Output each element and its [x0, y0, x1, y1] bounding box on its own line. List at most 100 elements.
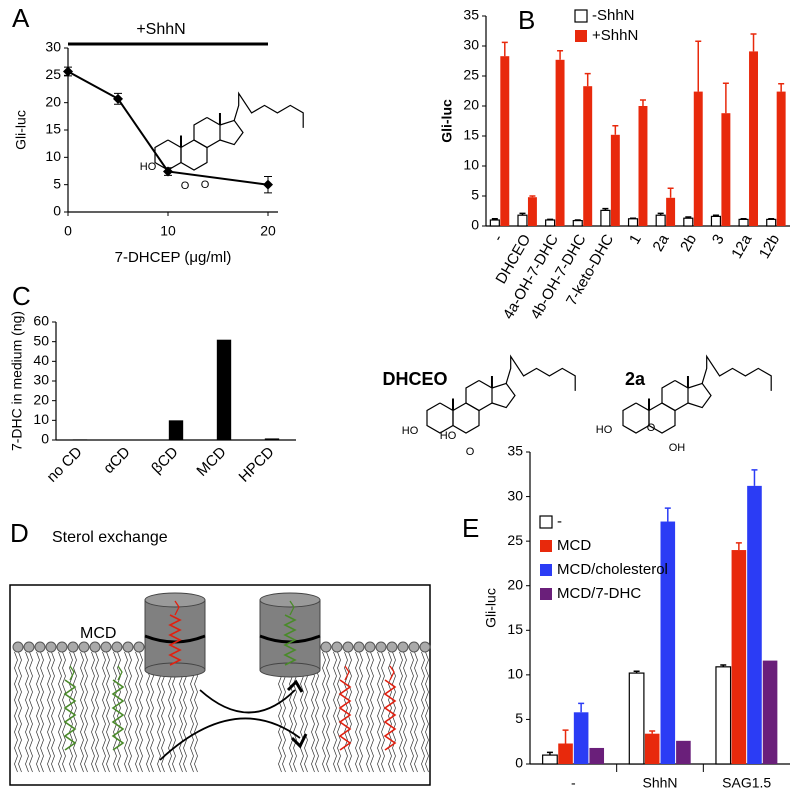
- lipid-head: [23, 641, 35, 653]
- chart: E 0 5 10 15 20 25 30 35 Gli-luc - ShhN SAG1.5 - MCD MCD…: [462, 443, 790, 791]
- y-axis-label: 7-DHC in medium (ng): [9, 311, 25, 451]
- legend-label: -ShhN: [592, 7, 635, 24]
- bar: [264, 438, 280, 440]
- lipid-head: [34, 641, 46, 653]
- lipid-tail: [359, 651, 363, 773]
- bar: [655, 214, 666, 227]
- legend-label: -: [557, 513, 562, 530]
- lipid-head: [133, 641, 145, 653]
- atom-label: OH: [669, 442, 686, 454]
- x-tick-label: αCD: [100, 444, 134, 478]
- bar: [527, 197, 537, 226]
- x-tick-label: 3: [709, 231, 728, 247]
- bar: [583, 86, 593, 226]
- y-tick-label: 0: [471, 217, 479, 233]
- lipid-head: [320, 641, 332, 653]
- bar: [666, 197, 676, 226]
- sterol: [168, 614, 182, 666]
- ring: [193, 116, 221, 149]
- x-tick-label: ShhN: [642, 775, 677, 791]
- lipid-head: [122, 641, 134, 653]
- cylinder-bottom: [259, 662, 321, 678]
- annotation: +ShhN: [136, 21, 185, 38]
- structure: HO O O: [140, 91, 304, 192]
- x-tick-label: 1: [626, 231, 645, 247]
- diagram: [12, 592, 431, 773]
- bar: [762, 660, 778, 764]
- error-bar: [664, 507, 671, 522]
- diagram-title: Sterol exchange: [52, 529, 168, 546]
- lipid-head: [408, 641, 420, 653]
- lipid-head: [89, 641, 101, 653]
- y-axis-label: Gli-luc: [13, 110, 29, 150]
- error-bar: [750, 33, 757, 52]
- chart: A 0 5 10 15 20 25 30 Gli-luc 0 10 20 7-DHCEP (μg/ml)…: [12, 3, 278, 266]
- y-tick-label: 40: [33, 352, 49, 368]
- lipid-tail: [113, 651, 117, 773]
- error-bar: [740, 218, 747, 220]
- atom-label: O: [201, 179, 210, 191]
- atom-label: HO: [402, 425, 419, 437]
- side-chain: [701, 354, 772, 391]
- x-tick-label: 12b: [756, 231, 783, 261]
- lipid-tail: [410, 651, 414, 773]
- lipid-tail: [18, 651, 22, 773]
- y-tick-label: 60: [33, 313, 49, 329]
- lipid-tail: [51, 651, 55, 773]
- ring: [687, 382, 712, 409]
- sterol-tail: [174, 600, 180, 616]
- error-bar: [557, 50, 564, 60]
- bar: [676, 740, 691, 764]
- lipid-tail: [370, 651, 374, 773]
- lipid-head: [111, 641, 123, 653]
- panel-label: E: [462, 513, 479, 543]
- error-bar: [519, 212, 526, 216]
- sterol: [283, 614, 297, 666]
- y-tick-label: 15: [463, 127, 479, 143]
- y-tick-label: 10: [507, 666, 523, 682]
- lipid-tail: [381, 651, 385, 773]
- bar: [500, 56, 510, 227]
- bar: [776, 91, 786, 226]
- lipid-tail: [366, 651, 370, 773]
- ring: [180, 139, 208, 171]
- structure-name: DHCEO: [382, 369, 447, 389]
- lipid-tail: [139, 651, 143, 773]
- lipid-head: [56, 641, 68, 653]
- lipid-tail: [348, 651, 352, 773]
- lipid-head: [67, 641, 79, 653]
- error-bar: [633, 670, 640, 674]
- lipid-tail: [403, 651, 407, 773]
- arrowhead: [290, 733, 308, 749]
- x-tick-label: 12a: [728, 231, 756, 262]
- y-tick-label: 30: [33, 372, 49, 388]
- lipid-tail: [73, 651, 77, 773]
- y-tick-label: 20: [33, 391, 49, 407]
- lipid-tail: [124, 651, 128, 773]
- lipid-head: [45, 641, 57, 653]
- lipid-tail: [58, 651, 62, 773]
- lipid-head: [397, 641, 409, 653]
- structure-name: 2a: [625, 369, 646, 389]
- y-axis-label: Gli-luc: [483, 588, 499, 628]
- bar: [572, 220, 583, 227]
- error-bar: [768, 218, 775, 220]
- diagram-label: MCD: [80, 625, 116, 642]
- bar: [610, 134, 620, 226]
- y-tick-label: 20: [45, 93, 61, 109]
- y-tick-label: 15: [45, 121, 61, 137]
- side-chain: [233, 91, 304, 128]
- bar: [600, 209, 611, 227]
- panel-label: C: [12, 281, 31, 311]
- error-bar: [602, 207, 609, 211]
- x-tick-label: 2b: [677, 231, 700, 254]
- panel-label: D: [10, 518, 29, 548]
- cylinder: [144, 599, 206, 671]
- legend-swatch: [540, 564, 552, 576]
- y-tick-label: 30: [463, 37, 479, 53]
- bar: [715, 666, 732, 765]
- lipid-head: [364, 641, 376, 653]
- y-tick-label: 20: [507, 576, 523, 592]
- ring: [452, 402, 480, 434]
- bar: [627, 218, 639, 227]
